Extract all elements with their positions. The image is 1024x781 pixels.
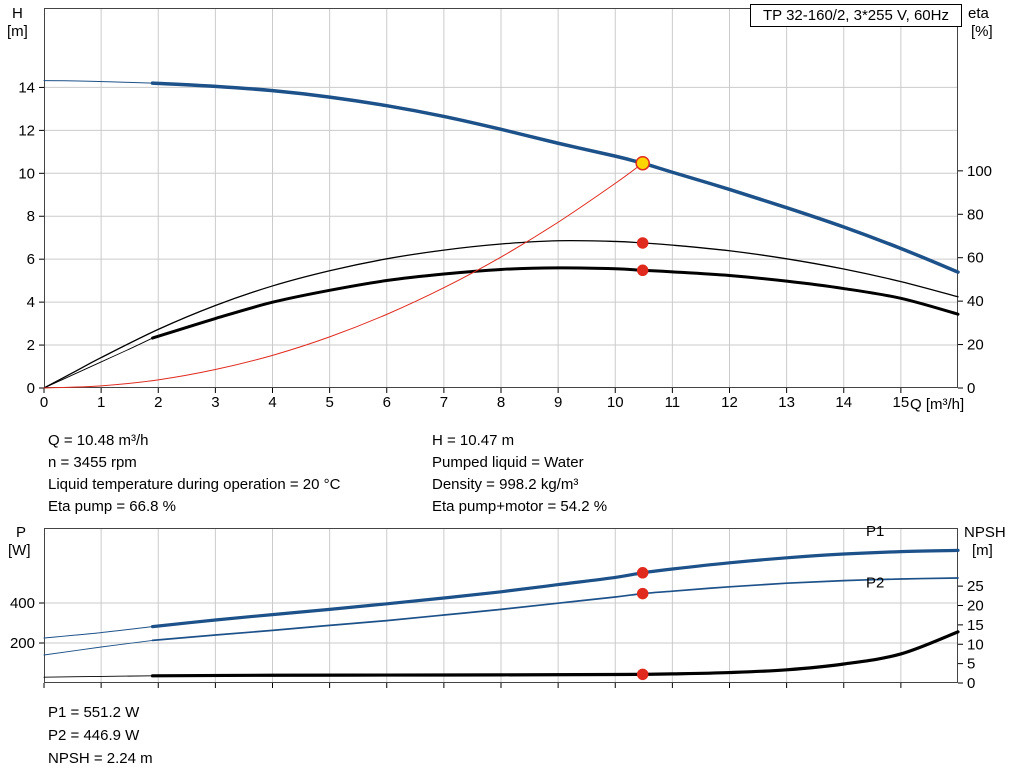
readout-liquid-temp: Liquid temperature during operation = 20… bbox=[48, 476, 341, 493]
y-right-tick-label: 0 bbox=[967, 380, 975, 397]
p1-curve bbox=[150, 548, 960, 629]
eta-pump-motor-curve bbox=[151, 266, 960, 340]
duty-point bbox=[635, 155, 650, 171]
y-right-tick-label: 10 bbox=[967, 636, 984, 653]
eta-pump-point bbox=[636, 237, 649, 249]
plot-border bbox=[44, 528, 958, 683]
readout-eta-pump-motor: Eta pump+motor = 54.2 % bbox=[432, 498, 608, 515]
eta-pump-motor-lead bbox=[43, 337, 153, 389]
y-left-tick-label: 2 bbox=[27, 337, 35, 354]
y-right-tick-label: 5 bbox=[967, 656, 975, 673]
readout-p2: P2 = 446.9 W bbox=[48, 727, 140, 744]
power-npsh-chart-plot: 200 400 0 5 10 15 20 25 P1 P2 bbox=[10, 523, 984, 692]
y-right-tick-label: 80 bbox=[967, 206, 984, 223]
p-axis-unit: [W] bbox=[8, 542, 31, 559]
x-tick-label: 9 bbox=[554, 394, 562, 411]
readout-q: Q = 10.48 m³/h bbox=[48, 432, 149, 449]
x-tick-label: 3 bbox=[211, 394, 219, 411]
eta-pump-motor-point bbox=[636, 264, 649, 277]
head-curve bbox=[150, 81, 960, 274]
y-left-tick-label: 8 bbox=[27, 208, 35, 225]
y-right-tick-label: 0 bbox=[967, 675, 975, 692]
pump-title-box: TP 32-160/2, 3*255 V, 60Hz bbox=[750, 4, 962, 27]
q-axis-label: Q [m³/h] bbox=[910, 396, 965, 413]
y-right-tick-label: 25 bbox=[967, 578, 984, 595]
curve-label-p2: P2 bbox=[866, 574, 884, 591]
readout-h: H = 10.47 m bbox=[432, 432, 515, 449]
eta-axis-label: eta bbox=[968, 5, 989, 22]
y-left-tick-label: 12 bbox=[18, 122, 35, 139]
x-tick-label: 15 bbox=[893, 394, 910, 411]
y-right-tick-label: 15 bbox=[967, 617, 984, 634]
system-curve bbox=[43, 162, 644, 389]
readout-pumped-liquid: Pumped liquid = Water bbox=[432, 454, 584, 471]
p2-point bbox=[636, 587, 649, 600]
eta-pump-curve bbox=[43, 239, 959, 389]
head-eta-chart: 0 1 2 3 4 5 6 7 8 9 10 11 12 13 14 15 0 2 4 6 8 10 12 14 0 20 40 60… bbox=[18, 8, 992, 411]
readout-density: Density = 998.2 kg/m³ bbox=[432, 476, 579, 493]
x-tick-label: 4 bbox=[268, 394, 276, 411]
p1-point bbox=[636, 567, 649, 579]
npsh-point bbox=[636, 668, 649, 681]
x-tick-label: 5 bbox=[325, 394, 333, 411]
h-axis-label: H bbox=[12, 5, 23, 22]
readout-left-column: Q = 10.48 m³/h n = 3455 rpm Liquid tempe… bbox=[48, 430, 340, 518]
npsh-curve bbox=[150, 630, 960, 678]
readout-eta-pump: Eta pump = 66.8 % bbox=[48, 498, 176, 515]
head-curve-lead bbox=[43, 80, 154, 84]
y-left-tick-label: 6 bbox=[27, 251, 35, 268]
x-tick-label: 13 bbox=[778, 394, 795, 411]
h-axis-unit: [m] bbox=[7, 23, 28, 40]
x-tick-label: 14 bbox=[835, 394, 852, 411]
x-tick-label: 2 bbox=[154, 394, 162, 411]
npsh-axis-label: NPSH bbox=[964, 524, 1006, 541]
plot-border bbox=[44, 8, 958, 388]
y-right-tick-label: 40 bbox=[967, 293, 984, 310]
readout-npsh: NPSH = 2.24 m bbox=[48, 750, 153, 767]
power-npsh-chart: 200 400 0 5 10 15 20 25 P1 P2 bbox=[10, 523, 984, 692]
x-tick-label: 7 bbox=[440, 394, 448, 411]
head-eta-chart-plot: 0 1 2 3 4 5 6 7 8 9 10 11 12 13 14 15024681012140204060… bbox=[18, 8, 992, 411]
p2-curve-lead bbox=[43, 639, 153, 656]
readout-p1: P1 = 551.2 W bbox=[48, 704, 140, 721]
readout-n: n = 3455 rpm bbox=[48, 454, 137, 471]
x-tick-label: 12 bbox=[721, 394, 738, 411]
y-right-tick-label: 60 bbox=[967, 250, 984, 267]
readout-right-column: H = 10.47 m Pumped liquid = Water Densit… bbox=[432, 430, 607, 518]
p1-curve-lead bbox=[43, 626, 154, 639]
curve-label-p1: P1 bbox=[866, 523, 884, 540]
y-left-tick-label: 0 bbox=[27, 380, 35, 397]
npsh-axis-unit: [m] bbox=[972, 542, 993, 559]
y-left-tick-label: 14 bbox=[18, 79, 35, 96]
npsh-curve-lead bbox=[43, 675, 153, 678]
x-tick-label: 6 bbox=[383, 394, 391, 411]
p-axis-label: P bbox=[16, 524, 27, 541]
readout-power-block: P1 = 551.2 W P2 = 446.9 W NPSH = 2.24 m bbox=[48, 701, 153, 770]
y-right-tick-label: 20 bbox=[967, 598, 984, 615]
y-right-tick-label: 100 bbox=[967, 163, 992, 180]
y-right-tick-label: 20 bbox=[967, 337, 984, 354]
p2-curve bbox=[151, 577, 959, 642]
y-left-tick-label: 4 bbox=[27, 294, 35, 311]
x-tick-label: 10 bbox=[607, 394, 624, 411]
eta-axis-unit: [%] bbox=[971, 23, 993, 40]
y-left-tick-label: 400 bbox=[10, 595, 35, 612]
x-tick-label: 8 bbox=[497, 394, 505, 411]
y-left-tick-label: 200 bbox=[10, 635, 35, 652]
y-left-tick-label: 10 bbox=[18, 165, 35, 182]
x-tick-label: 0 bbox=[40, 394, 48, 411]
x-tick-label: 1 bbox=[97, 394, 105, 411]
x-tick-label: 11 bbox=[665, 394, 681, 411]
